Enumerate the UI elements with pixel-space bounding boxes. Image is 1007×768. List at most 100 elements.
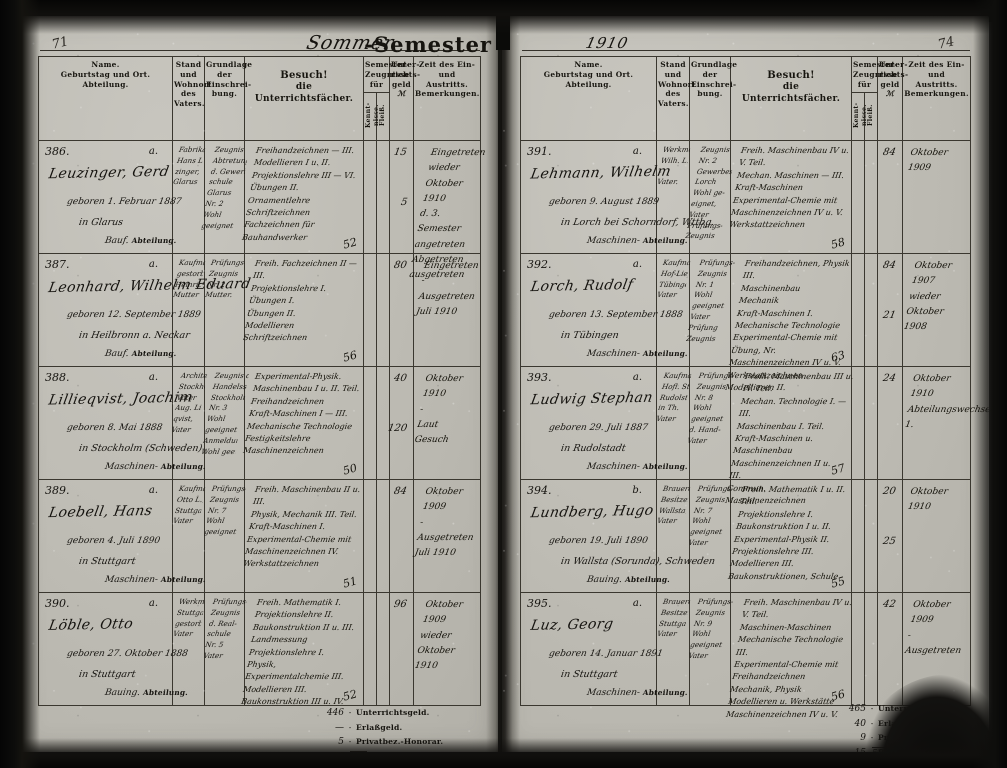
- row-class-letter: a.: [148, 598, 158, 610]
- cell-subjects: Freihandzeichnen — III. Modellieren I u. …: [242, 140, 364, 255]
- cell-basis: Prüfungs- Zeugnis Nr. 9 Wohl geeignet Vater: [688, 592, 734, 707]
- father-info: Kaufmann, Hofl. St., Rudolstadt, in Th. Vate…: [655, 371, 692, 424]
- col-header-basis: Grundlage der Einschrei- bung.: [689, 55, 737, 142]
- table-row[interactable]: 387. a. Leonhard, Wilhelm Eduard geboren 12…: [38, 253, 482, 368]
- book-spread: 71 -Semester Sommer Name. Geburt: [13, 16, 994, 763]
- col-header-name-l1: Name.: [91, 60, 120, 69]
- student-name: Leuzinger, Gerd: [47, 163, 171, 183]
- cell-diligence-grade: [375, 479, 391, 594]
- summary-value: 446: [326, 708, 344, 718]
- student-name: Luz, Georg: [529, 616, 615, 634]
- father-info: Brauerei- Besitzer, Stuttgart, Vater: [656, 597, 691, 639]
- cell-fee: 84: [877, 140, 904, 255]
- remarks-l2: Austritts.: [426, 79, 468, 89]
- subject-count: 50: [341, 461, 359, 478]
- cert-l1: Semester-: [365, 60, 410, 69]
- semester-title-script: Sommer: [304, 32, 397, 54]
- subject-count: 56: [341, 348, 359, 365]
- col-header-name-l3: Abteilung.: [82, 79, 129, 89]
- row-number: 388.: [45, 371, 70, 385]
- cell-knowledge-grade: [851, 366, 865, 481]
- col-header-father: Stand und Wohnort des Vaters.: [172, 55, 211, 142]
- cell-name: 386. a. Leuzinger, Gerd geboren 1. Februar …: [38, 140, 182, 255]
- summary-right: 465- Unterrichtsgeld. 40- Erlaßgeld. 9- Priva…: [840, 702, 965, 760]
- ledger-body-left: 386. a. Leuzinger, Gerd geboren 1. Februar …: [38, 140, 486, 707]
- cell-knowledge-grade: [363, 253, 377, 368]
- row-class-letter: a.: [632, 598, 642, 610]
- summary-total-right: 529: [872, 747, 890, 759]
- cell-father: Architekt, Stockholm, Vater Aug. Lillie-qvi…: [171, 366, 208, 481]
- summary-left: 446- Unterrichtsgeld. — - Erlaßgeld. 5- Privat…: [318, 706, 443, 764]
- col-header-fee: Unter- richts- geld ℳ: [389, 55, 421, 142]
- remarks-l3: Bemerkungen.: [904, 89, 969, 99]
- cell-name: 387. a. Leonhard, Wilhelm Eduard geboren 12…: [38, 253, 252, 368]
- cell-subjects: Freihandzeichnen, Physik III. Maschinenba…: [725, 253, 852, 392]
- enrollment-basis: Zeugnis Abtretung d. Gewerbe-schule Glarus N…: [200, 145, 248, 230]
- remarks-text: Eingetreten - Ausgetreten Juli 1910: [415, 261, 480, 317]
- birth-date: geboren 8. Mai 1888: [66, 423, 164, 434]
- col-header-name-l2: Geburtstag und Ort.: [543, 69, 634, 79]
- table-row[interactable]: 386. a. Leuzinger, Gerd geboren 1. Februar …: [38, 140, 486, 280]
- enrollment-basis: Prüfungs- Zeugnis Nr. 7 Wohl geeignet: [203, 484, 247, 537]
- birth-place: in Glarus: [78, 217, 124, 229]
- cell-remarks: Oktober 1909 wieder Oktober 1910: [413, 592, 482, 707]
- remarks-text: Oktober 1909 wieder Oktober 1910: [413, 600, 464, 672]
- cell-subjects: Freih. Mathematik I u. II. Teil. Projekti…: [728, 479, 852, 594]
- col-header-certificates: Semester- Zeugnisse für: [850, 55, 897, 94]
- row-class-letter: a.: [148, 259, 158, 271]
- summary-line: 5- Privatbez.-Honorar.: [318, 735, 443, 750]
- cell-fee: 42: [877, 592, 904, 707]
- father-l2: und: [664, 69, 682, 79]
- basis-l3: Einschrei-: [206, 79, 252, 89]
- fee-l2: richts-: [391, 69, 421, 79]
- col-header-knowledge: Kennt-nisse.: [363, 92, 380, 142]
- subject-count: 58: [829, 235, 847, 252]
- table-row[interactable]: 394. b. Lundberg, Hugo geboren 19. Juli 189…: [520, 479, 972, 594]
- summary-value: 9: [860, 733, 866, 744]
- cell-name: 392. a. Lorch, Rudolf geboren 13. September…: [520, 253, 689, 368]
- fee-amount: 80: [393, 260, 408, 272]
- subject-list: Freih. Maschinenbau IV u. V. Teil. Maschi…: [725, 598, 853, 719]
- table-row[interactable]: 391. a. Lehmann, Wilhelm geboren 9. August …: [520, 140, 972, 255]
- summary-dash: -: [348, 737, 352, 747]
- fee-l3: geld: [880, 79, 900, 89]
- student-name: Löble, Otto: [47, 616, 135, 634]
- cell-name: 395. a. Luz, Georg geboren 14. Januar 1891 i…: [520, 592, 689, 707]
- department: Bauf. Abteilung.: [104, 349, 178, 360]
- summary-dash: -: [870, 733, 874, 743]
- cell-father: Kaufmann, Hofl. St., Rudolstadt, in Th. Vate…: [655, 366, 692, 481]
- table-row[interactable]: 393. a. Ludwig Stephan geboren 29. Juli 188…: [520, 366, 994, 505]
- fee-l1: Unter-: [391, 60, 420, 69]
- table-row[interactable]: 395. a. Luz, Georg geboren 14. Januar 1891 i…: [520, 592, 972, 719]
- cell-knowledge-grade: [363, 366, 377, 481]
- remarks-text: Oktober 1907 wieder Oktober 1908: [902, 261, 953, 333]
- cell-diligence-grade: [375, 366, 391, 481]
- visit-l1: Besuch!: [280, 70, 328, 81]
- table-row[interactable]: 389. a. Loebell, Hans geboren 4. Juli 1890 i…: [38, 479, 482, 594]
- row-number: 395.: [527, 597, 552, 611]
- remarks-text: Oktober 1909- Ausgetreten Juli 1910: [413, 487, 475, 559]
- cell-name: 394. b. Lundberg, Hugo geboren 19. Juli 189…: [520, 479, 716, 594]
- cell-remarks: Oktober 1907 wieder Oktober 1908: [902, 253, 972, 368]
- summary-line: 465- Unterrichtsgeld.: [840, 702, 965, 717]
- birth-date: geboren 14. Januar 1891: [548, 649, 664, 660]
- cell-subjects: Freih. Maschinenbau IV u. V. Teil. Mechan…: [729, 140, 852, 255]
- row-number: 392.: [527, 258, 552, 272]
- fee-l2: richts-: [879, 69, 909, 79]
- cell-subjects: Freih. Maschinenbau II u. III. Physik, Me…: [243, 479, 364, 594]
- table-row[interactable]: 390. a. Löble, Otto geboren 27. Oktober 188…: [38, 592, 482, 707]
- table-row[interactable]: 388. a. Lillieqvist, Joachim geboren 8. Mai…: [38, 366, 482, 481]
- fee-amount: 20: [882, 486, 897, 498]
- cell-diligence-grade: [863, 479, 879, 594]
- col-header-name: Name. Geburtstag und Ort. Abteilung.: [38, 55, 173, 142]
- row-class-letter: b.: [632, 485, 642, 497]
- row-number: 386.: [45, 145, 70, 159]
- cell-remarks: Oktober 1910- Laut Gesuch: [413, 366, 482, 481]
- fee-amount: 40: [393, 373, 408, 385]
- subject-list: Freih. Mathematik I u. II. Teil. Projekti…: [727, 485, 846, 581]
- table-row[interactable]: 392. a. Lorch, Rudolf geboren 13. September…: [520, 253, 972, 392]
- cell-remarks: Oktober 1910: [902, 479, 972, 594]
- cell-remarks: Oktober 1910 Abteilungswechsel 1.: [902, 366, 994, 481]
- remarks-text: Oktober 1910- Laut Gesuch: [413, 374, 464, 446]
